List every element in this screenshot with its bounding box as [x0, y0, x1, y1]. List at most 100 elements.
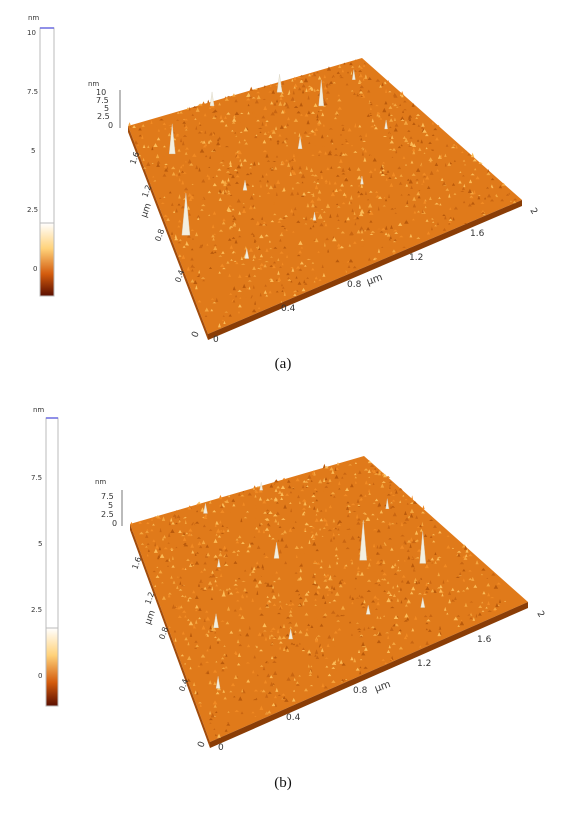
- surface-grain: [353, 211, 356, 215]
- surface-grain: [249, 94, 252, 99]
- surface-grain: [224, 553, 229, 557]
- surface-grain: [303, 131, 308, 134]
- surface-grain: [360, 602, 365, 606]
- surface-grain: [248, 543, 252, 548]
- surface-grain: [398, 504, 401, 506]
- surface-grain: [259, 664, 264, 667]
- surface-grain: [198, 617, 202, 620]
- surface-grain: [386, 233, 391, 237]
- surface-grain: [453, 206, 459, 210]
- surface-grain: [349, 184, 354, 187]
- surface-grain: [207, 99, 210, 103]
- surface-grain: [178, 219, 182, 223]
- surface-grain: [269, 584, 274, 588]
- surface-grain: [218, 277, 221, 283]
- surface-grain: [440, 154, 443, 158]
- surface-grain: [219, 114, 223, 119]
- surface-grain: [314, 127, 319, 131]
- surface-grain: [364, 190, 368, 195]
- surface-grain: [404, 205, 409, 207]
- surface-grain: [168, 191, 172, 194]
- surface-grain: [412, 567, 416, 572]
- surface-grain: [238, 227, 241, 232]
- surface-grain: [340, 231, 345, 234]
- surface-grain: [259, 214, 264, 217]
- surface-grain: [192, 214, 197, 218]
- surface-grain: [363, 76, 368, 79]
- surface-grain: [341, 124, 345, 126]
- y-tick: 0.4: [173, 269, 186, 284]
- surface-grain: [348, 676, 353, 678]
- surface-grain: [253, 88, 258, 91]
- surface-grain: [330, 570, 334, 572]
- surface-grain: [252, 161, 256, 166]
- surface-grain: [229, 163, 233, 168]
- surface-grain: [270, 256, 273, 258]
- surface-grain: [403, 100, 407, 103]
- surface-grain: [239, 158, 242, 162]
- surface-grain: [240, 594, 245, 599]
- surface-peak: [359, 520, 367, 561]
- surface-grain: [470, 612, 473, 614]
- surface-grain: [232, 164, 237, 170]
- surface-grain: [246, 679, 251, 683]
- surface-grain: [162, 122, 166, 126]
- surface-grain: [226, 168, 231, 170]
- surface-grain: [163, 535, 166, 539]
- surface-grain: [458, 571, 462, 576]
- surface-grain: [389, 114, 394, 116]
- surface-grain: [233, 583, 238, 586]
- surface-grain: [248, 625, 251, 630]
- surface-grain: [209, 132, 214, 136]
- surface-grain: [264, 260, 269, 263]
- surface-grain: [358, 64, 361, 68]
- surface-grain: [227, 190, 231, 193]
- surface-grain: [322, 527, 326, 529]
- surface-grain: [242, 202, 245, 205]
- surface-grain: [241, 688, 244, 693]
- surface-grain: [326, 66, 332, 71]
- colorbar-unit: nm: [28, 14, 39, 22]
- surface-grain: [211, 724, 214, 729]
- surface-grain: [376, 517, 379, 521]
- surface-grain: [293, 677, 296, 681]
- surface-grain: [407, 193, 411, 196]
- surface-grain: [323, 613, 328, 616]
- surface-grain: [227, 238, 232, 241]
- surface-grain: [282, 286, 285, 289]
- surface-grain: [258, 223, 263, 226]
- surface-grain: [147, 569, 151, 571]
- surface-grain: [372, 528, 378, 531]
- surface-grain: [291, 169, 295, 174]
- surface-grain: [190, 248, 194, 251]
- surface-grain: [414, 540, 419, 543]
- surface-grain: [189, 229, 192, 233]
- surface-grain: [470, 152, 475, 158]
- surface-grain: [364, 512, 368, 515]
- surface-grain: [364, 480, 368, 485]
- surface-grain: [213, 251, 217, 254]
- surface-grain: [409, 537, 414, 542]
- surface-grain: [193, 623, 196, 628]
- surface-grain: [138, 134, 142, 137]
- surface-grain: [329, 537, 333, 542]
- surface-grain: [303, 223, 308, 229]
- surface-grain: [240, 499, 244, 503]
- surface-grain: [223, 653, 226, 656]
- surface-grain: [328, 601, 332, 604]
- surface-grain: [290, 96, 295, 101]
- surface-grain: [374, 126, 378, 130]
- surface-grain: [294, 622, 299, 627]
- surface-grain: [163, 547, 168, 550]
- surface-grain: [475, 560, 479, 565]
- surface-grain: [188, 212, 191, 216]
- surface-grain: [390, 224, 393, 229]
- surface-grain: [323, 573, 326, 576]
- surface-grain: [463, 164, 467, 166]
- surface-grain: [191, 237, 194, 240]
- surface-grain: [323, 685, 328, 689]
- surface-grain: [448, 221, 451, 225]
- origin-y: 0: [190, 330, 201, 339]
- surface-grain: [386, 597, 391, 603]
- surface-grain: [335, 546, 338, 551]
